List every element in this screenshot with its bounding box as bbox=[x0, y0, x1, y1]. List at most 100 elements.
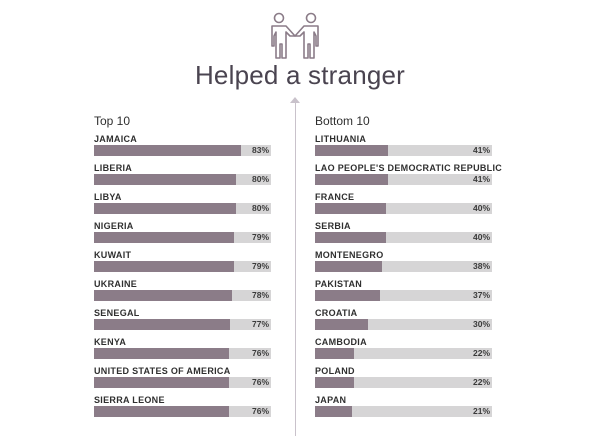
panel-top-10: Top 10 JAMAICA 83% LIBERIA 80% LIBYA 80% NIGER… bbox=[94, 114, 271, 424]
bar bbox=[315, 319, 368, 330]
bar bbox=[315, 232, 386, 243]
bar-value-label: 30% bbox=[472, 319, 490, 329]
chart-title: Helped a stranger bbox=[194, 60, 406, 90]
bar-label: LITHUANIA bbox=[315, 134, 367, 144]
bar bbox=[94, 348, 229, 359]
bar-value-label: 77% bbox=[251, 319, 269, 329]
bar bbox=[315, 348, 354, 359]
bar-label: MONTENEGRO bbox=[315, 250, 384, 260]
bar-track: 41% bbox=[315, 145, 492, 156]
bar-value-label: 22% bbox=[472, 348, 490, 358]
bar-row: CROATIA 30% bbox=[315, 308, 492, 337]
bar-value-label: 76% bbox=[251, 406, 269, 416]
bar bbox=[94, 377, 229, 388]
bar-track: 76% bbox=[94, 348, 271, 359]
bar-row: CAMBODIA 22% bbox=[315, 337, 492, 366]
bar-row: LITHUANIA 41% bbox=[315, 134, 492, 163]
bar-label: LIBYA bbox=[94, 192, 122, 202]
bar-label: LAO PEOPLE'S DEMOCRATIC REPUBLIC bbox=[315, 163, 503, 173]
bar bbox=[94, 406, 229, 417]
bar-list: LITHUANIA 41% LAO PEOPLE'S DEMOCRATIC REPU… bbox=[315, 134, 502, 424]
panel-bottom-10: Bottom 10 LITHUANIA 41% LAO PEOPLE'S DEMOC… bbox=[315, 114, 502, 424]
bar bbox=[94, 232, 234, 243]
bar-value-label: 41% bbox=[472, 145, 490, 155]
bar-track: 79% bbox=[94, 261, 271, 272]
bar-track: 76% bbox=[94, 406, 271, 417]
bar-label: JAMAICA bbox=[94, 134, 138, 144]
bar-label: SENEGAL bbox=[94, 308, 140, 318]
bar bbox=[315, 145, 388, 156]
bar bbox=[94, 319, 230, 330]
bar-label: CROATIA bbox=[315, 308, 358, 318]
panel-divider bbox=[295, 98, 296, 436]
bar-value-label: 38% bbox=[472, 261, 490, 271]
bar bbox=[315, 261, 382, 272]
panel-title: Bottom 10 bbox=[315, 114, 370, 128]
bar-label: SIERRA LEONE bbox=[94, 395, 165, 405]
bar bbox=[315, 203, 386, 214]
bar bbox=[315, 290, 380, 301]
bar-label: KUWAIT bbox=[94, 250, 132, 260]
bar-track: 40% bbox=[315, 203, 492, 214]
bar-track: 83% bbox=[94, 145, 271, 156]
bar-value-label: 40% bbox=[472, 203, 490, 213]
bar-list: JAMAICA 83% LIBERIA 80% LIBYA 80% NIGERIA 79% KU… bbox=[94, 134, 271, 424]
bar-track: 80% bbox=[94, 174, 271, 185]
bar-row: LIBERIA 80% bbox=[94, 163, 271, 192]
bar-track: 76% bbox=[94, 377, 271, 388]
bar-value-label: 41% bbox=[472, 174, 490, 184]
bar-row: SENEGAL 77% bbox=[94, 308, 271, 337]
bar-value-label: 83% bbox=[251, 145, 269, 155]
bar-value-label: 76% bbox=[251, 377, 269, 387]
bar-track: 41% bbox=[315, 174, 492, 185]
bar-label: POLAND bbox=[315, 366, 355, 376]
bar-track: 80% bbox=[94, 203, 271, 214]
bar-label: KENYA bbox=[94, 337, 127, 347]
bar-track: 30% bbox=[315, 319, 492, 330]
bar-track: 77% bbox=[94, 319, 271, 330]
handshake-people-icon bbox=[265, 12, 325, 60]
bar-row: NIGERIA 79% bbox=[94, 221, 271, 250]
bar-row: KUWAIT 79% bbox=[94, 250, 271, 279]
bar bbox=[94, 145, 241, 156]
panel-title: Top 10 bbox=[94, 114, 131, 128]
bar-track: 21% bbox=[315, 406, 492, 417]
bar-row: FRANCE 40% bbox=[315, 192, 492, 221]
bar-row: PAKISTAN 37% bbox=[315, 279, 492, 308]
bar-value-label: 80% bbox=[251, 203, 269, 213]
bar bbox=[94, 261, 234, 272]
bar-label: LIBERIA bbox=[94, 163, 133, 173]
bar-row: KENYA 76% bbox=[94, 337, 271, 366]
bar-label: JAPAN bbox=[315, 395, 347, 405]
bar-label: SERBIA bbox=[315, 221, 351, 231]
bar-track: 78% bbox=[94, 290, 271, 301]
bar-track: 40% bbox=[315, 232, 492, 243]
bar-value-label: 21% bbox=[472, 406, 490, 416]
bar bbox=[94, 203, 236, 214]
bar bbox=[315, 406, 352, 417]
bar-value-label: 76% bbox=[251, 348, 269, 358]
bar-track: 38% bbox=[315, 261, 492, 272]
bar-value-label: 40% bbox=[472, 232, 490, 242]
bar-label: FRANCE bbox=[315, 192, 355, 202]
bar-value-label: 80% bbox=[251, 174, 269, 184]
bar-value-label: 78% bbox=[251, 290, 269, 300]
bar-row: SERBIA 40% bbox=[315, 221, 492, 250]
bar-row: SIERRA LEONE 76% bbox=[94, 395, 271, 424]
bar bbox=[315, 174, 388, 185]
bar-label: UKRAINE bbox=[94, 279, 138, 289]
bar-row: MONTENEGRO 38% bbox=[315, 250, 492, 279]
bar-row: LAO PEOPLE'S DEMOCRATIC REPUBLIC 41% bbox=[315, 163, 502, 192]
bar-label: UNITED STATES OF AMERICA bbox=[94, 366, 231, 376]
bar-track: 22% bbox=[315, 348, 492, 359]
bar-value-label: 79% bbox=[251, 232, 269, 242]
bar-value-label: 79% bbox=[251, 261, 269, 271]
bar-label: NIGERIA bbox=[94, 221, 134, 231]
bar-row: JAPAN 21% bbox=[315, 395, 492, 424]
bar-label: PAKISTAN bbox=[315, 279, 363, 289]
bar bbox=[94, 290, 232, 301]
bar-track: 37% bbox=[315, 290, 492, 301]
bar-value-label: 37% bbox=[472, 290, 490, 300]
bar bbox=[315, 377, 354, 388]
bar-value-label: 22% bbox=[472, 377, 490, 387]
